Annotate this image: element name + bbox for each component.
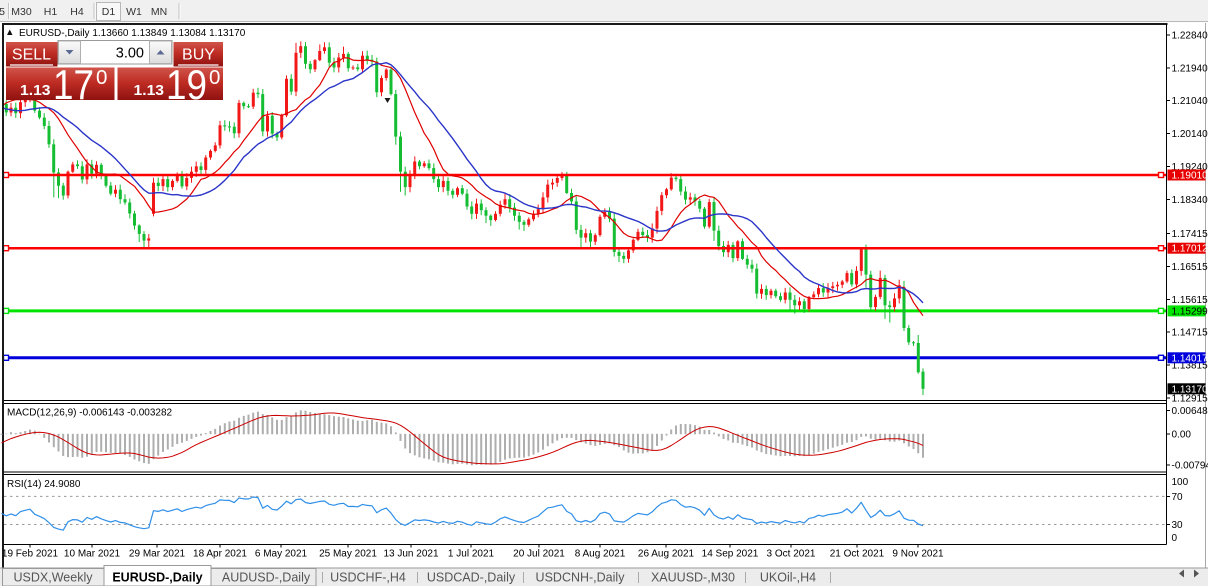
svg-text:1.13: 1.13 bbox=[20, 83, 51, 99]
svg-text:USDCNH-,Daily: USDCNH-,Daily bbox=[536, 571, 626, 585]
svg-text:5: 5 bbox=[0, 6, 5, 18]
svg-text:1.20140: 1.20140 bbox=[1172, 129, 1208, 140]
svg-text:UKOil-,H4: UKOil-,H4 bbox=[760, 571, 816, 585]
svg-text:H4: H4 bbox=[70, 6, 84, 18]
svg-text:BUY: BUY bbox=[182, 47, 215, 64]
svg-text:1.14017: 1.14017 bbox=[1172, 353, 1208, 364]
svg-text:W1: W1 bbox=[126, 6, 142, 18]
svg-text:6 May 2021: 6 May 2021 bbox=[255, 549, 308, 560]
svg-text:1.15615: 1.15615 bbox=[1172, 295, 1208, 306]
svg-text:20 Jul 2021: 20 Jul 2021 bbox=[513, 549, 565, 560]
svg-text:-0.007947: -0.007947 bbox=[1172, 460, 1208, 471]
svg-text:1.21040: 1.21040 bbox=[1172, 96, 1208, 107]
svg-text:M30: M30 bbox=[11, 6, 32, 18]
svg-text:XAUUSD-,M30: XAUUSD-,M30 bbox=[651, 571, 735, 585]
svg-text:0.00: 0.00 bbox=[1172, 429, 1192, 440]
svg-text:8 Aug 2021: 8 Aug 2021 bbox=[575, 549, 626, 560]
svg-text:0: 0 bbox=[96, 66, 107, 89]
svg-text:29 Mar 2021: 29 Mar 2021 bbox=[129, 549, 186, 560]
svg-text:19 Feb 2021: 19 Feb 2021 bbox=[2, 549, 59, 560]
svg-text:10 Mar 2021: 10 Mar 2021 bbox=[64, 549, 121, 560]
svg-text:1.22840: 1.22840 bbox=[1172, 30, 1208, 41]
svg-text:EURUSD-,Daily: EURUSD-,Daily bbox=[112, 571, 202, 585]
svg-text:1.19240: 1.19240 bbox=[1172, 162, 1208, 173]
svg-text:MN: MN bbox=[151, 6, 167, 18]
svg-text:1.15299: 1.15299 bbox=[1172, 306, 1208, 317]
svg-text:9 Nov 2021: 9 Nov 2021 bbox=[892, 549, 944, 560]
svg-text:0.006485: 0.006485 bbox=[1172, 406, 1208, 417]
svg-text:RSI(14) 24.9080: RSI(14) 24.9080 bbox=[7, 479, 81, 490]
svg-text:1 Jul 2021: 1 Jul 2021 bbox=[448, 549, 495, 560]
svg-text:USDCHF-,H4: USDCHF-,H4 bbox=[330, 571, 406, 585]
svg-text:70: 70 bbox=[1172, 492, 1184, 503]
svg-text:26 Aug 2021: 26 Aug 2021 bbox=[638, 549, 695, 560]
svg-text:3 Oct 2021: 3 Oct 2021 bbox=[767, 549, 816, 560]
svg-text:1.13170: 1.13170 bbox=[1172, 384, 1208, 395]
svg-text:21 Oct 2021: 21 Oct 2021 bbox=[830, 549, 885, 560]
svg-text:H1: H1 bbox=[44, 6, 58, 18]
svg-text:1.13815: 1.13815 bbox=[1172, 361, 1208, 372]
svg-text:USDCAD-,Daily: USDCAD-,Daily bbox=[427, 571, 516, 585]
svg-text:1.13: 1.13 bbox=[134, 83, 165, 99]
svg-text:1.14715: 1.14715 bbox=[1172, 328, 1208, 339]
svg-text:AUDUSD-,Daily: AUDUSD-,Daily bbox=[222, 571, 311, 585]
svg-text:0: 0 bbox=[209, 66, 220, 89]
svg-text:3.00: 3.00 bbox=[116, 46, 144, 62]
svg-text:1.16515: 1.16515 bbox=[1172, 262, 1208, 273]
svg-text:1.17012: 1.17012 bbox=[1172, 244, 1208, 255]
svg-text:D1: D1 bbox=[102, 6, 116, 18]
svg-text:1.19010: 1.19010 bbox=[1172, 171, 1208, 182]
svg-text:19: 19 bbox=[166, 61, 207, 108]
svg-text:MACD(12,26,9) -0.006143 -0.003: MACD(12,26,9) -0.006143 -0.003282 bbox=[7, 408, 173, 419]
svg-text:17: 17 bbox=[53, 61, 94, 108]
svg-text:13 Jun 2021: 13 Jun 2021 bbox=[383, 549, 438, 560]
svg-text:25 May 2021: 25 May 2021 bbox=[319, 549, 377, 560]
svg-text:1.18340: 1.18340 bbox=[1172, 195, 1208, 206]
svg-text:1.12915: 1.12915 bbox=[1172, 394, 1208, 405]
svg-text:SELL: SELL bbox=[12, 47, 51, 64]
svg-text:1.21940: 1.21940 bbox=[1172, 63, 1208, 74]
svg-text:EURUSD-,Daily 1.13660 1.13849: EURUSD-,Daily 1.13660 1.13849 1.13084 1.… bbox=[19, 28, 246, 39]
svg-text:18 Apr 2021: 18 Apr 2021 bbox=[193, 549, 247, 560]
svg-text:100: 100 bbox=[1172, 477, 1189, 488]
svg-text:14 Sep 2021: 14 Sep 2021 bbox=[702, 549, 759, 560]
svg-text:30: 30 bbox=[1172, 520, 1184, 531]
svg-text:1.17415: 1.17415 bbox=[1172, 229, 1208, 240]
svg-text:USDX,Weekly: USDX,Weekly bbox=[14, 571, 94, 585]
svg-text:0: 0 bbox=[1172, 533, 1178, 544]
